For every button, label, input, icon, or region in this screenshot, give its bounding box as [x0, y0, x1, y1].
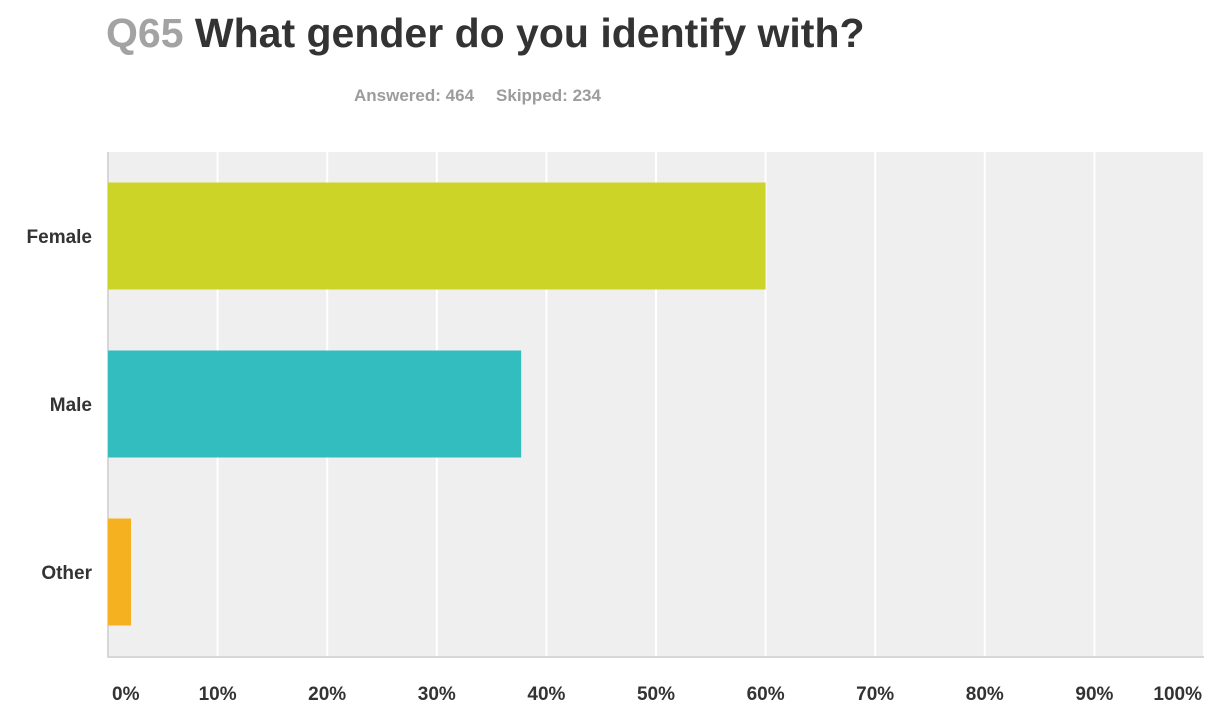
- question-number: Q65: [106, 10, 184, 56]
- x-tick-label: 60%: [747, 684, 785, 705]
- x-tick-label: 20%: [308, 684, 346, 705]
- x-tick-label: 70%: [856, 684, 894, 705]
- answered-count: 464: [445, 86, 475, 105]
- chart-title: Q65 What gender do you identify with?: [106, 8, 865, 58]
- response-stats: Answered: 464 Skipped: 234: [354, 86, 601, 106]
- skipped-count: 234: [572, 86, 601, 105]
- bar-other: [108, 518, 132, 626]
- answered-label: Answered:: [354, 86, 441, 105]
- category-label-female: Female: [27, 227, 92, 248]
- x-tick-label: 100%: [1153, 684, 1202, 705]
- bar-male: [108, 350, 522, 458]
- bar-female: [108, 182, 766, 290]
- x-tick-label: 80%: [966, 684, 1004, 705]
- category-label-male: Male: [50, 395, 92, 416]
- category-label-other: Other: [41, 563, 92, 584]
- x-tick-label: 40%: [527, 684, 565, 705]
- skipped-label: Skipped:: [496, 86, 568, 105]
- x-tick-label: 0%: [112, 684, 140, 705]
- question-text: What gender do you identify with?: [194, 10, 865, 56]
- x-tick-label: 10%: [199, 684, 237, 705]
- x-tick-label: 90%: [1075, 684, 1113, 705]
- x-tick-label: 50%: [637, 684, 675, 705]
- x-tick-label: 30%: [418, 684, 456, 705]
